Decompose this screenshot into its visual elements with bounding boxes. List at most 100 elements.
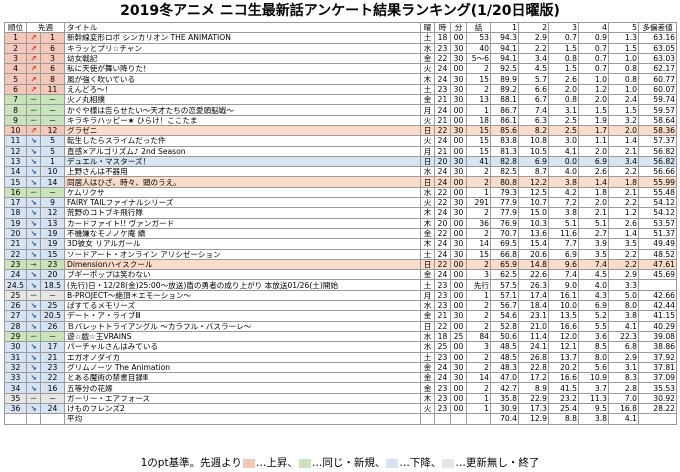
day-cell: 金 bbox=[420, 94, 435, 106]
hour-cell: 22 bbox=[434, 258, 451, 271]
score3-cell: 4.0 bbox=[548, 166, 579, 178]
trend-arrow: ↘ bbox=[26, 269, 41, 281]
episode-cell: 2 bbox=[466, 207, 491, 219]
rank-cell: 13 bbox=[4, 155, 27, 168]
rank-cell: 9 bbox=[4, 114, 27, 126]
episode-cell: 40 bbox=[466, 42, 491, 54]
score5-cell: 0.8 bbox=[608, 63, 639, 75]
rank-cell: 27 bbox=[4, 310, 27, 322]
minute-cell: 30 bbox=[450, 73, 467, 85]
score3-cell: 12.1 bbox=[548, 341, 579, 353]
title-cell: ブギーポップは笑わない bbox=[64, 269, 421, 281]
trend-arrow: ↘ bbox=[26, 279, 41, 291]
hour-cell: 18 bbox=[434, 32, 451, 44]
trend-arrow: ↘ bbox=[26, 197, 41, 209]
rank-cell: 33 bbox=[4, 372, 27, 384]
score2-cell: 5.7 bbox=[518, 73, 549, 85]
prev-rank-cell: 12 bbox=[40, 124, 65, 137]
prev-rank-cell: 17 bbox=[40, 341, 65, 353]
score5-cell: 0.8 bbox=[608, 73, 639, 85]
hour-cell: 25 bbox=[434, 341, 451, 353]
prev-rank-cell: － bbox=[40, 289, 65, 302]
score5-cell: 2.1 bbox=[608, 186, 639, 199]
score1-cell: 88.1 bbox=[490, 94, 519, 106]
episode-cell: 2 bbox=[466, 227, 491, 240]
score2-cell: 10.5 bbox=[518, 145, 549, 157]
score1-cell: 54.6 bbox=[490, 310, 519, 322]
title-cell: デート・ア・ライブⅢ bbox=[64, 310, 421, 322]
score3-cell: 20.2 bbox=[548, 361, 579, 374]
prev-rank-cell: 8 bbox=[40, 73, 65, 85]
prev-rank-cell: 19 bbox=[40, 238, 65, 250]
trend-arrow: ↗ bbox=[26, 42, 41, 54]
score4-cell: 3.7 bbox=[578, 382, 609, 394]
prev-rank-cell: 10 bbox=[40, 166, 65, 178]
episode-cell: 15 bbox=[466, 135, 491, 147]
score4-cell: 1.7 bbox=[578, 124, 609, 137]
rank-cell: 2 bbox=[4, 42, 27, 54]
col-score2-header: 2 bbox=[518, 21, 549, 34]
table-row: 19 ↘ 13 カードファイト!! ヴァンガード木 20 00 36 76.9 10.3 5.1 5… bbox=[4, 217, 677, 229]
hour-cell: 23 bbox=[434, 392, 451, 404]
score4-cell: 2.1 bbox=[578, 207, 609, 219]
table-row: 31 ↘ 21 エガオノダイカ土 23 00 2 48.5 26.8 13.7 8.0 2.9 37.9… bbox=[4, 351, 677, 363]
day-cell: 木 bbox=[420, 238, 435, 250]
table-row: 10 ↗ 12 グラゼニ日 22 30 15 85.6 8.2 2.5 1.7 2.0 58.36 bbox=[4, 124, 677, 137]
rank-cell: 8 bbox=[4, 104, 27, 116]
score1-cell: 76.9 bbox=[490, 217, 519, 229]
title-cell: 私に天使が舞い降りた！ bbox=[64, 63, 421, 75]
score5-cell: 2.0 bbox=[608, 124, 639, 137]
prev-rank-cell: 3 bbox=[40, 52, 65, 65]
header-row: 順位 先週 タイトル 曜 時 分 話 1 2 3 4 5 多偏差値 bbox=[4, 21, 677, 34]
prev-rank-cell: 20 bbox=[40, 269, 65, 281]
trend-arrow: ↘ bbox=[26, 155, 41, 168]
minute-cell: 25 bbox=[450, 330, 467, 343]
deviation-cell: 56.82 bbox=[638, 145, 677, 157]
score5-cell: 22.3 bbox=[608, 330, 639, 343]
deviation-cell: 48.52 bbox=[638, 248, 677, 260]
score3-cell: 4.2 bbox=[548, 186, 579, 199]
trend-arrow: ↘ bbox=[26, 176, 41, 188]
table-row: 36 ↘ 24 けものフレンズ2 火 23 00 1 30.9 17.3 25.4 9.5 16.8 28… bbox=[4, 402, 677, 415]
day-cell: 日 bbox=[420, 155, 435, 168]
deviation-cell: 38.86 bbox=[638, 341, 677, 353]
score2-cell: 24.1 bbox=[518, 341, 549, 353]
minute-cell: 30 bbox=[450, 248, 467, 260]
score5-cell: 16.8 bbox=[608, 402, 639, 415]
day-cell: 月 bbox=[420, 289, 435, 302]
score1-cell: 86.7 bbox=[490, 104, 519, 116]
score3-cell: 11.6 bbox=[548, 227, 579, 240]
minute-cell: 00 bbox=[450, 402, 467, 415]
hour-cell: 22 bbox=[434, 197, 451, 209]
table-row: 24.5 ↘ 18.5 (先行)日・12/28(金)25:00〜放送)盾の勇者の成り上… bbox=[4, 279, 677, 291]
day-cell: 金 bbox=[420, 227, 435, 240]
table-row: 21 ↘ 19 3D彼女 リアルガール木 24 30 14 69.5 15.4 7.7 3.9 3.5… bbox=[4, 238, 677, 250]
score4-cell: 4.0 bbox=[578, 279, 609, 291]
score1-cell: 50.6 bbox=[490, 330, 519, 343]
rank-cell: 12 bbox=[4, 145, 27, 157]
score2-cell: 13.6 bbox=[518, 227, 549, 240]
episode-cell: 18 bbox=[466, 114, 491, 126]
table-row: 20 ↘ 19 不機嫌なモノノケ庵 續金 22 00 2 70.7 13.6 11.6 2.7 1.4… bbox=[4, 227, 677, 240]
score2-cell: 8.2 bbox=[518, 124, 549, 137]
score3-cell: 5.1 bbox=[548, 217, 579, 229]
score2-cell: 10.7 bbox=[518, 197, 549, 209]
day-cell: 火 bbox=[420, 402, 435, 415]
score5-cell: 4.1 bbox=[608, 320, 639, 332]
score5-cell: 1.8 bbox=[608, 176, 639, 188]
score2-cell: 22.6 bbox=[518, 269, 549, 281]
rank-cell: 24 bbox=[4, 269, 27, 281]
day-cell: 土 bbox=[420, 248, 435, 260]
score3-cell: 1.5 bbox=[548, 42, 579, 54]
prev-rank-cell: 6 bbox=[40, 42, 65, 54]
episode-cell: 14 bbox=[466, 238, 491, 250]
score5-cell: 3.2 bbox=[608, 114, 639, 126]
minute-cell: 00 bbox=[450, 114, 467, 126]
average-label: 平均 bbox=[64, 413, 421, 425]
day-cell: 木 bbox=[420, 217, 435, 229]
episode-cell: 5〜6 bbox=[466, 52, 491, 65]
hour-cell: 24 bbox=[434, 73, 451, 85]
deviation-cell: 49.49 bbox=[638, 238, 677, 250]
score2-cell: 22.9 bbox=[518, 392, 549, 404]
episode-cell: 36 bbox=[466, 217, 491, 229]
